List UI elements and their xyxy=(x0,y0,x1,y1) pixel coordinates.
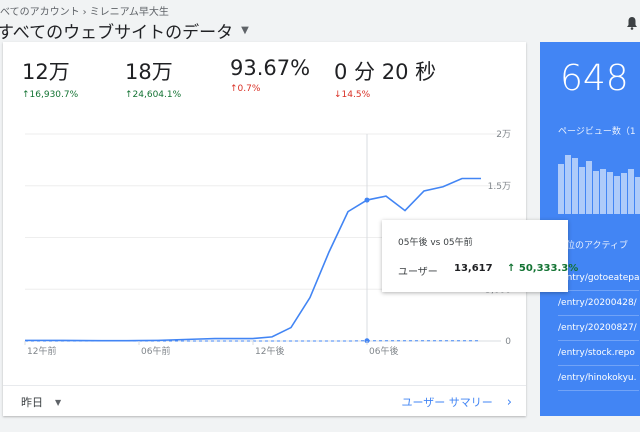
chevron-right-icon: › xyxy=(82,7,87,18)
pageviews-label: ページビュー数（1 xyxy=(558,127,636,137)
active-pages-list: /entry/gotoeatepa /entry/20200428/ /entr… xyxy=(558,266,640,391)
metric-sessions[interactable]: 18万 ↑24,604.1% xyxy=(125,56,181,100)
pageview-bar xyxy=(614,176,620,214)
tooltip-title: 05午後 vs 05午前 xyxy=(398,238,473,248)
metric-users[interactable]: 12万 ↑16,930.7% xyxy=(22,56,78,100)
highlight-point xyxy=(364,197,370,203)
pageview-bar xyxy=(586,161,592,214)
top-active-pages-label: 位のアクティブ xyxy=(566,241,629,251)
pageview-bar xyxy=(607,172,613,214)
pageview-bar xyxy=(635,177,640,214)
x-tick-label: 06午前 xyxy=(141,345,170,357)
pageview-bar xyxy=(565,155,571,214)
pageview-bar xyxy=(593,171,599,214)
card-footer: 昨日 ▼ ユーザー サマリー › xyxy=(3,385,526,417)
chart-tooltip: 05午後 vs 05午前 ユーザー 13,617 ↑ 50,333.3% xyxy=(382,220,578,292)
active-page-link[interactable]: /entry/20200827/ xyxy=(558,316,640,341)
pageview-bar xyxy=(600,169,606,214)
highlight-point xyxy=(364,338,370,344)
metric-change: ↑16,930.7% xyxy=(22,90,79,100)
metric-change: ↑24,604.1% xyxy=(125,90,182,100)
date-range-dropdown[interactable]: 昨日 ▼ xyxy=(21,394,61,410)
metric-value: 93.67% xyxy=(230,56,311,80)
metric-value: 18万 xyxy=(125,60,173,84)
x-tick-label: 06午後 xyxy=(369,345,398,357)
pageview-bar xyxy=(628,169,634,214)
pageview-bar xyxy=(621,173,627,214)
pageviews-bars xyxy=(558,152,640,214)
caret-down-icon: ▼ xyxy=(55,397,62,407)
breadcrumb-account[interactable]: べてのアカウント xyxy=(0,7,80,18)
user-summary-link[interactable]: ユーザー サマリー › xyxy=(402,394,512,410)
x-tick-label: 12午前 xyxy=(27,345,56,357)
x-tick-label: 12午後 xyxy=(255,345,284,357)
users-series-line xyxy=(25,177,481,342)
header: べてのアカウント › ミレニアム早大生 すべてのウェブサイトのデータ ▼ xyxy=(0,0,640,48)
y-tick-label: 0 xyxy=(505,337,511,347)
tooltip-label: ユーザー xyxy=(398,267,438,278)
breadcrumb-property[interactable]: ミレニアム早大生 xyxy=(89,7,169,18)
metric-change: ↑0.7% xyxy=(230,84,261,94)
tooltip-change: ↑ 50,333.3% xyxy=(507,263,579,274)
metric-session-duration[interactable]: 0 分 20 秒 ↓14.5% xyxy=(334,56,436,100)
pageview-bar xyxy=(572,158,578,214)
view-selector[interactable]: すべてのウェブサイトのデータ ▼ xyxy=(0,18,249,43)
chevron-right-icon: › xyxy=(506,394,512,410)
pageview-bar xyxy=(579,167,585,214)
active-page-link[interactable]: /entry/20200428/ xyxy=(558,291,640,316)
page-title: すべてのウェブサイトのデータ xyxy=(0,23,234,43)
metric-change: ↓14.5% xyxy=(334,90,371,100)
y-tick-label: 1.5万 xyxy=(488,182,511,192)
active-page-link[interactable]: /entry/hinokokyu. xyxy=(558,366,640,391)
bell-icon[interactable] xyxy=(626,16,638,30)
date-range-label: 昨日 xyxy=(21,396,43,409)
active-page-link[interactable]: /entry/stock.repo xyxy=(558,341,640,366)
breadcrumb: べてのアカウント › ミレニアム早大生 xyxy=(0,3,169,18)
y-tick-label: 2万 xyxy=(496,130,511,140)
pageview-bar xyxy=(558,164,564,214)
metric-bounce-rate[interactable]: 93.67% ↑0.7% xyxy=(230,56,310,94)
tooltip-value: 13,617 xyxy=(454,263,493,274)
caret-down-icon: ▼ xyxy=(241,25,249,36)
metric-value: 0 分 20 秒 xyxy=(334,60,437,84)
active-page-link[interactable]: /entry/gotoeatepa xyxy=(558,266,640,291)
user-summary-label: ユーザー サマリー xyxy=(401,396,493,409)
metric-value: 12万 xyxy=(22,60,70,84)
realtime-count: 648 xyxy=(560,58,629,99)
